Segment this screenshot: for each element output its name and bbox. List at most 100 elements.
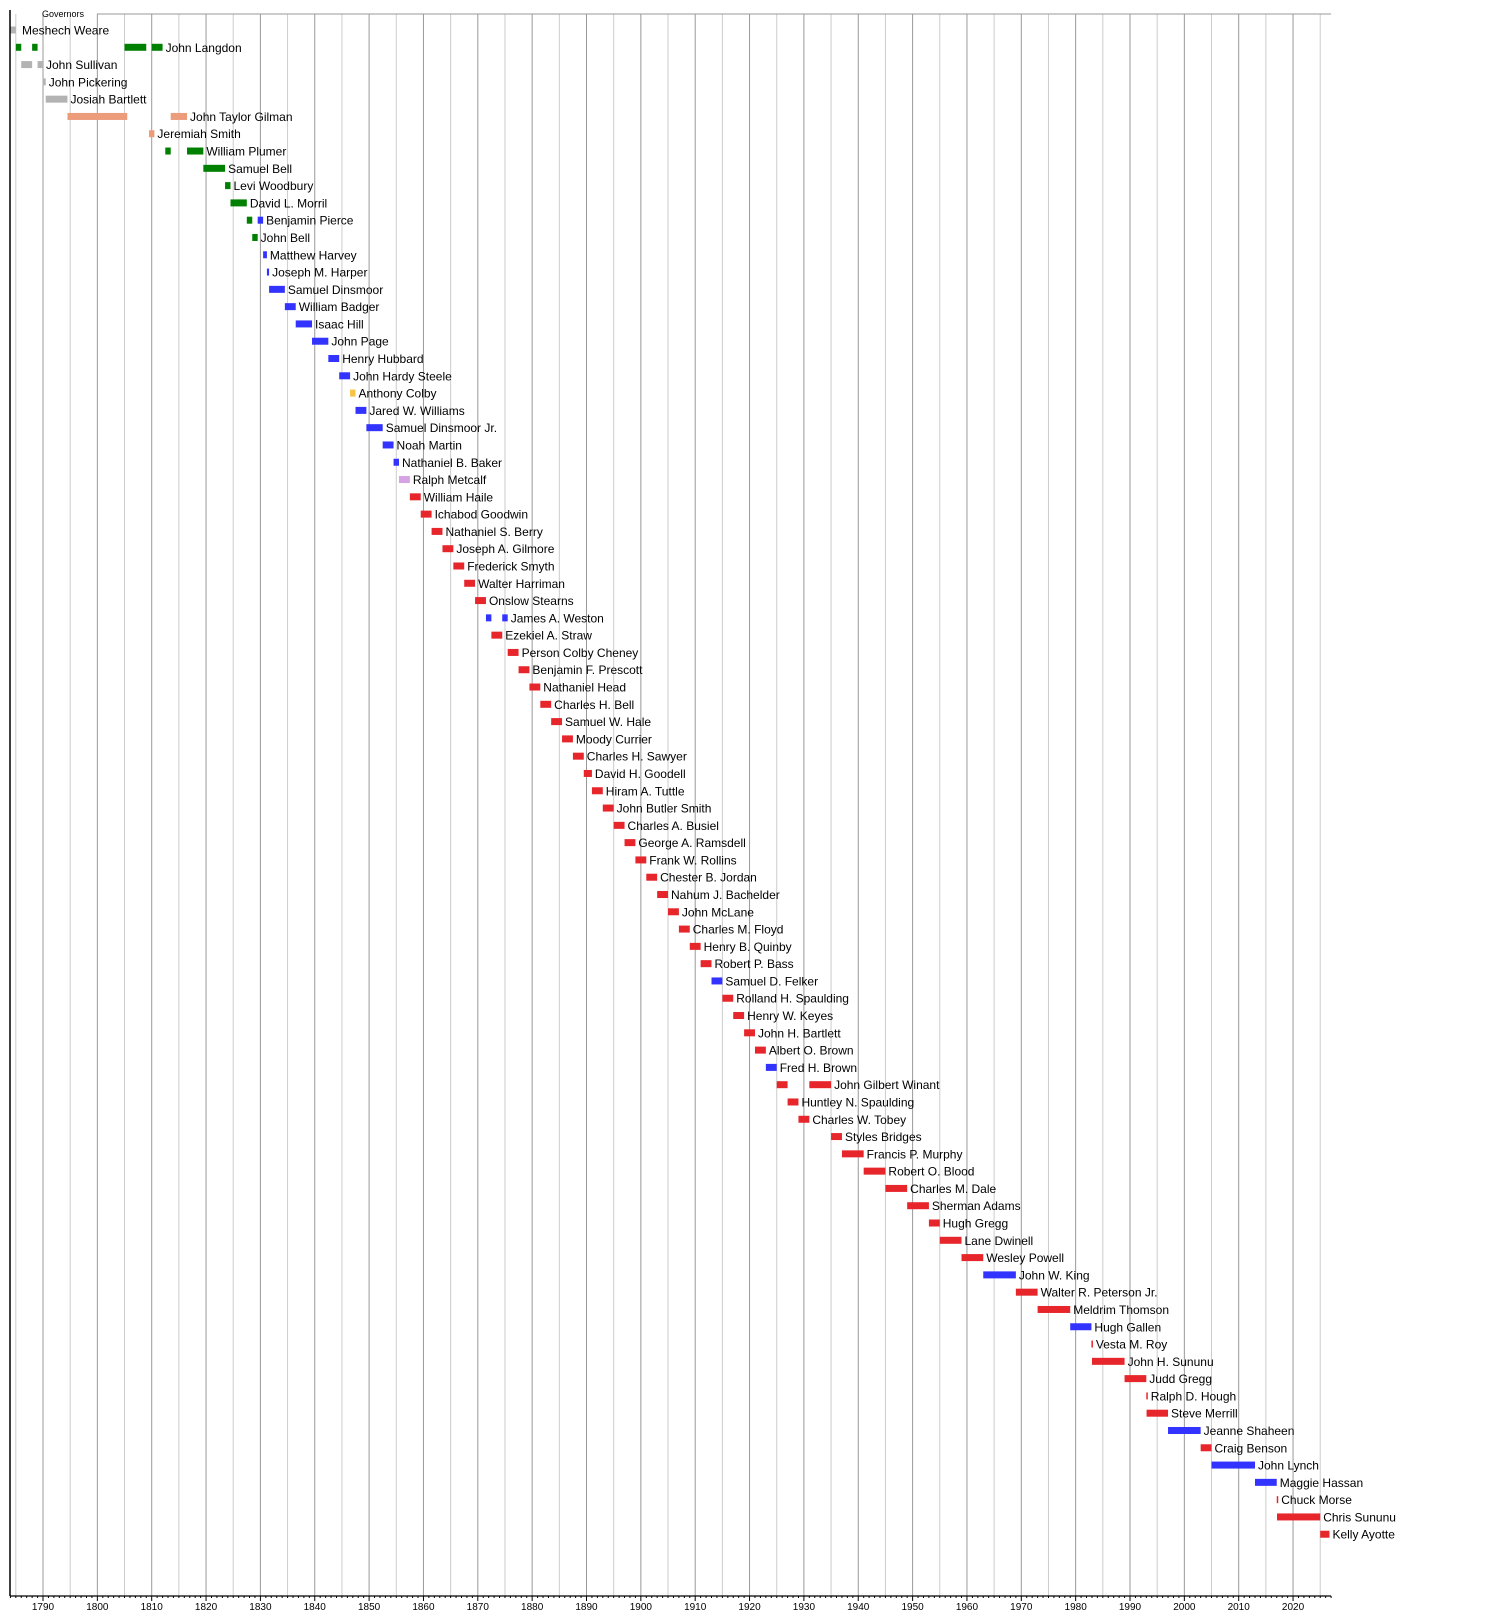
x-tick-label: 1990 (1119, 1602, 1142, 1613)
x-tick-label: 2000 (1173, 1602, 1196, 1613)
x-tick-label: 1850 (358, 1602, 381, 1613)
governor-row: Robert O. Blood (863, 1165, 974, 1179)
governor-label: Rolland H. Spaulding (736, 992, 849, 1006)
governor-row: Chuck Morse (1276, 1493, 1352, 1507)
governor-label: Hugh Gallen (1094, 1320, 1161, 1334)
governor-label: Anthony Colby (359, 387, 437, 401)
governor-row: John H. Bartlett (744, 1026, 841, 1040)
term-bar (269, 285, 285, 293)
governor-row: Nathaniel S. Berry (431, 525, 543, 539)
term-bar (939, 1236, 962, 1244)
governor-label: Meldrim Thomson (1073, 1303, 1169, 1317)
term-bar (355, 406, 367, 414)
term-bar (252, 233, 258, 241)
governor-label: Steve Merrill (1171, 1407, 1238, 1421)
governor-label: Henry W. Keyes (747, 1009, 833, 1023)
term-bar (284, 303, 296, 311)
governor-label: Maggie Hassan (1280, 1476, 1363, 1490)
term-bar (1200, 1444, 1212, 1452)
term-bar (257, 216, 264, 224)
governor-row: Hugh Gallen (1070, 1320, 1161, 1334)
governor-label: Henry Hubbard (342, 352, 423, 366)
x-tick-label: 1940 (847, 1602, 870, 1613)
governor-label: Charles M. Floyd (693, 923, 784, 937)
governor-label: John W. King (1019, 1268, 1090, 1282)
governor-row: Levi Woodbury (225, 179, 313, 193)
governor-label: James A. Weston (511, 611, 604, 625)
governor-row: Wesley Powell (961, 1251, 1064, 1265)
governor-row: Charles H. Sawyer (572, 750, 687, 764)
governor-label: Jeanne Shaheen (1204, 1424, 1295, 1438)
chart-title: Governors (42, 9, 85, 19)
term-bar (907, 1202, 929, 1210)
term-bar (540, 700, 552, 708)
governor-label: Judd Gregg (1149, 1372, 1212, 1386)
term-bar (263, 251, 267, 259)
term-bar (464, 579, 476, 587)
governor-row: Charles H. Bell (540, 698, 634, 712)
governor-row: Robert P. Bass (700, 957, 794, 971)
governor-label: Samuel D. Felker (725, 974, 818, 988)
term-bar (507, 648, 519, 656)
governor-label: John Langdon (166, 41, 242, 55)
governor-row: Ezekiel A. Straw (491, 629, 592, 643)
x-tick-label: 1820 (195, 1602, 218, 1613)
governor-label: David L. Morril (250, 196, 327, 210)
governor-row: Meshech Weare (10, 24, 109, 38)
term-bar (624, 839, 636, 847)
governor-row: Henry B. Quinby (689, 940, 792, 954)
term-bar (700, 960, 712, 968)
gridlines (15, 13, 1332, 1596)
term-bar (502, 614, 508, 622)
governor-row: Charles M. Floyd (678, 923, 784, 937)
term-bar (42, 78, 46, 86)
term-bar (187, 147, 204, 155)
governor-row: Person Colby Cheney (507, 646, 638, 660)
governor-label: John Lynch (1258, 1459, 1319, 1473)
governor-label: John McLane (682, 905, 754, 919)
x-axis: 1790 1800 1810 1820 1830 1840 1850 1860 1870 1880… (9, 10, 1332, 1613)
governor-label: William Haile (424, 490, 494, 504)
governor-label: Isaac Hill (315, 317, 364, 331)
governor-label: Frank W. Rollins (649, 853, 736, 867)
term-bar (312, 337, 329, 345)
term-bar (230, 199, 247, 207)
governor-row: Samuel Dinsmoor Jr. (366, 421, 497, 435)
term-bar (203, 164, 226, 172)
term-bar (1211, 1461, 1256, 1469)
governor-row: John Bell (252, 231, 310, 245)
term-bar (657, 891, 669, 898)
governor-label: John Hardy Steele (353, 369, 452, 383)
governor-label: Benjamin F. Prescott (532, 663, 643, 677)
governor-label: Chuck Morse (1281, 1493, 1352, 1507)
governor-row: Lane Dwinell (939, 1234, 1033, 1248)
governor-row: Samuel Bell (203, 162, 292, 176)
governor-label: Frederick Smyth (467, 559, 554, 573)
term-bar (491, 631, 503, 639)
term-bar (393, 458, 399, 466)
x-tick-label: 1800 (86, 1602, 109, 1613)
term-bar (1091, 1340, 1093, 1348)
term-bar (1146, 1409, 1169, 1417)
term-bar (32, 43, 38, 51)
governor-row: Jared W. Williams (355, 404, 465, 418)
governor-label: Meshech Weare (22, 24, 109, 38)
x-tick-label: 1830 (249, 1602, 272, 1613)
term-bar (765, 1063, 777, 1071)
term-bar (382, 441, 394, 449)
governor-row: Nathaniel Head (529, 681, 626, 695)
term-bar (635, 856, 647, 864)
term-bar (744, 1029, 755, 1037)
governor-label: Joseph M. Harper (272, 266, 367, 280)
governor-row: Fred H. Brown (765, 1061, 857, 1075)
term-bar (1037, 1305, 1071, 1313)
governor-row: Vesta M. Roy (1091, 1338, 1167, 1352)
term-bar (1277, 1513, 1321, 1521)
governor-row: Craig Benson (1200, 1441, 1287, 1455)
governor-label: Robert P. Bass (715, 957, 794, 971)
term-bar (225, 182, 231, 190)
term-bar (518, 666, 530, 674)
term-bar (831, 1133, 842, 1141)
chart-header: Governors (42, 9, 85, 19)
